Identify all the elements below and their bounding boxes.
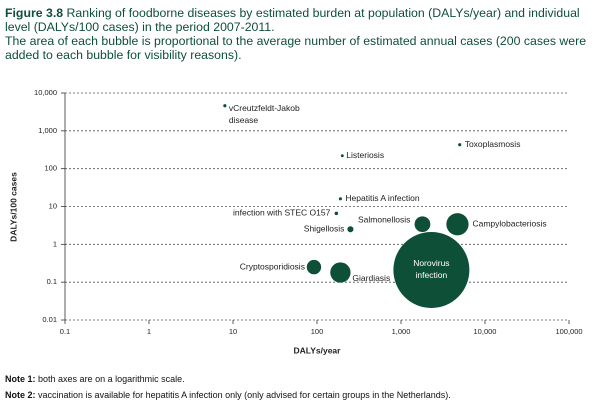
bubble [223, 104, 227, 108]
x-axis-label: DALYs/year [294, 345, 342, 355]
y-tick-label: 1,000 [38, 126, 57, 135]
point-label: Norovirus [413, 258, 449, 268]
y-tick-label: 100 [44, 164, 57, 173]
note-label: Note 1: [5, 374, 36, 384]
y-tick-label: 0.1 [47, 277, 57, 286]
x-tick-label: 100 [311, 327, 324, 336]
chart-title: Ranking of foodborne diseases by estimat… [5, 6, 580, 34]
figure-label: Figure 3.8 [5, 6, 64, 20]
bubble [306, 259, 322, 275]
bubble [347, 226, 354, 233]
bubble [393, 231, 470, 308]
point-label: Cryptosporidiosis [240, 261, 305, 271]
point-label: vCreutzfeldt-Jakob [229, 103, 300, 113]
bubble [334, 211, 339, 216]
point-label: Salmonellosis [358, 214, 410, 224]
bubble [458, 143, 462, 147]
note: Note 2: vaccination is available for hep… [5, 387, 595, 403]
point-label: Giardiasis [352, 273, 390, 283]
header: Figure 3.8 Ranking of foodborne diseases… [5, 6, 593, 62]
bubble [330, 262, 351, 283]
point-label: infection with STEC O157 [233, 208, 331, 218]
y-axis-label: DALYs/100 cases [8, 172, 18, 242]
title-block: Figure 3.8 Ranking of foodborne diseases… [5, 6, 593, 34]
x-tick-label: 1,000 [392, 327, 411, 336]
point-label: Campylobacteriosis [472, 218, 546, 228]
y-tick-label: 10,000 [34, 88, 57, 97]
point-label: Listeriosis [346, 150, 384, 160]
bubble [446, 213, 469, 236]
point-label: Hepatitis A infection [345, 193, 419, 203]
point-label: Toxoplasmosis [465, 139, 521, 149]
x-tick-label: 10,000 [474, 327, 497, 336]
note: Note 1: both axes are on a logarithmic s… [5, 371, 595, 387]
bubble [414, 216, 431, 233]
note-label: Note 2: [5, 390, 36, 400]
note-text: both axes are on a logarithmic scale. [38, 374, 185, 384]
notes: Note 1: both axes are on a logarithmic s… [5, 371, 595, 403]
x-tick-label: 1 [147, 327, 151, 336]
chart: DALYs/year DALYs/100 cases 0.010.1110100… [8, 88, 582, 355]
note-text: vaccination is available for hepatitis A… [38, 390, 451, 400]
bubble [338, 197, 342, 201]
point-label: disease [229, 115, 259, 125]
point-label: Shigellosis [304, 224, 345, 234]
x-tick-label: 10 [229, 327, 237, 336]
bubble [340, 154, 344, 158]
point-label: infection [416, 270, 448, 280]
y-tick-label: 0.01 [42, 315, 57, 324]
y-tick-label: 1 [53, 239, 57, 248]
x-tick-label: 0.1 [60, 327, 70, 336]
y-tick-label: 10 [49, 201, 57, 210]
x-tick-label: 100,000 [555, 327, 582, 336]
subtitle: The area of each bubble is proportional … [5, 34, 587, 62]
